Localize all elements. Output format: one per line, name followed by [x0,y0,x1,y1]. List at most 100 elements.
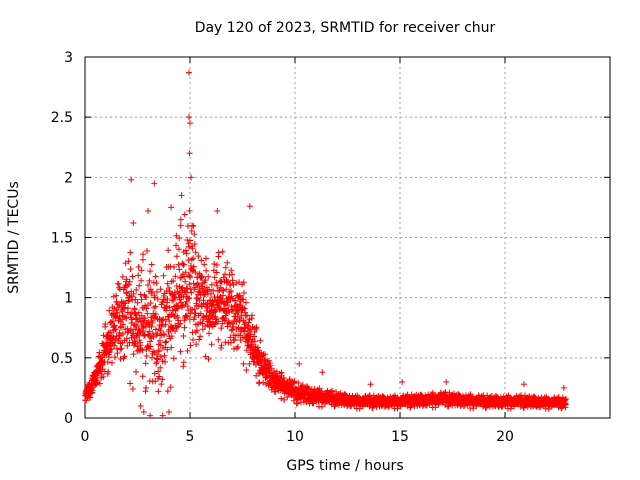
data-point [483,404,490,411]
data-point [190,336,197,343]
data-point [520,381,527,388]
data-point [141,315,148,322]
data-point [209,298,216,305]
data-point [185,114,192,121]
data-point [284,394,291,401]
data-point [224,299,231,306]
data-point [128,176,135,183]
grid [85,57,610,418]
data-point [145,208,151,215]
data-point [156,337,163,344]
data-point [180,333,187,340]
data-point [188,256,195,263]
data-point [207,290,214,297]
data-point [147,300,154,307]
data-point [443,378,450,385]
x-tick-label: 0 [81,429,90,445]
data-point [168,333,175,340]
data-point [435,401,442,408]
data-point [127,380,134,387]
data-point [152,311,159,318]
data-point [202,277,209,284]
data-point [517,403,524,410]
data-point [125,281,132,288]
data-point [109,318,116,325]
data-point [318,403,325,410]
data-point [215,318,222,325]
data-point [192,310,199,317]
data-point [263,373,270,380]
data-point [238,325,245,332]
data-point [235,294,242,301]
data-point [206,330,213,337]
data-point [223,286,230,293]
data-point [240,279,247,286]
data-point [168,204,175,211]
data-point [159,412,166,419]
data-point [214,208,221,215]
data-point [295,380,302,387]
data-point [188,174,195,181]
data-point [124,342,131,349]
data-point [119,308,126,315]
data-point [167,384,174,391]
data-point [161,352,168,359]
data-point [185,257,192,264]
data-point [170,264,177,271]
y-tick-label: 3 [64,50,73,66]
data-point [520,404,527,411]
data-point [222,271,229,278]
data-point [226,309,233,316]
data-point [133,368,140,375]
data-point [148,323,155,330]
data-point [185,69,192,76]
data-point [180,248,187,255]
data-point [106,307,113,314]
data-point [142,384,149,391]
data-point [555,404,562,411]
data-point [442,389,449,396]
data-point [154,351,161,358]
data-point [151,180,158,187]
data-point [200,291,207,298]
data-point [123,315,130,322]
data-point [190,263,197,270]
data-point [146,277,153,284]
data-point [181,273,188,280]
data-point [162,339,169,346]
data-point [166,285,173,292]
data-point [560,384,567,391]
data-point [214,288,221,295]
data-point [149,330,156,337]
data-point [105,368,112,375]
data-point [399,378,406,385]
data-point [227,319,234,326]
data-point [190,223,197,230]
data-point [138,277,145,284]
data-point [135,263,142,270]
data-point [146,338,153,345]
data-point [280,375,287,382]
data-point [132,315,139,322]
data-point [233,345,240,352]
y-axis-label: SRMTID / TECUs [6,181,22,294]
data-point [123,335,130,342]
data-point [118,345,125,352]
data-point [231,336,238,343]
data-point [158,381,165,388]
data-point [240,360,247,367]
data-point [192,269,199,276]
data-point [218,345,225,352]
data-point [129,386,136,393]
data-point [188,227,195,234]
y-tick-label: 1.5 [51,231,73,247]
data-point [185,243,192,250]
data-point [189,306,196,313]
data-point [199,320,206,327]
data-point [191,306,198,313]
data-point [157,353,164,360]
y-tick-label: 2 [64,170,73,186]
data-point [211,313,218,320]
data-point [191,240,198,247]
data-point [331,402,338,409]
